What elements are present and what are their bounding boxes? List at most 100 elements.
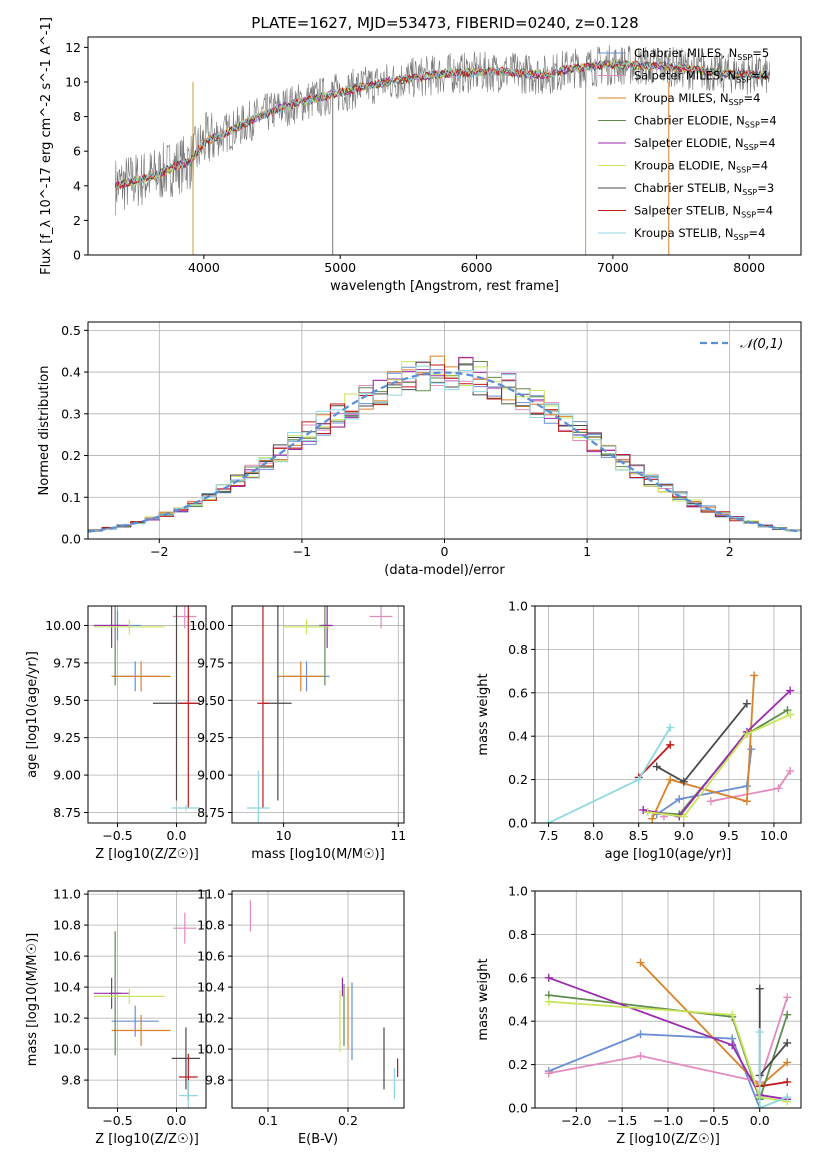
legend-sub: SSP — [744, 143, 759, 152]
panel-mass_vs_Z: −0.5 0.0 9.8 10.0 10.2 10.4 10.6 10.8 11.0 Z [log… — [25, 887, 207, 1147]
plot-area-mass_vs_ebv — [249, 900, 399, 1099]
series-marker — [786, 686, 795, 695]
plot-area-spectrum — [114, 44, 770, 255]
legend-label: 𝒩(0,1) — [740, 337, 783, 352]
axes-frame — [534, 605, 802, 824]
series-marker — [634, 775, 643, 784]
y-tick-label: 10.4 — [197, 980, 225, 995]
y-tick-label: 9.75 — [197, 655, 225, 670]
series-marker — [652, 762, 661, 771]
x-axis-label: Z [log10(Z/Z☉)] — [616, 1132, 720, 1147]
legend-nssp-value: =4 — [760, 114, 777, 128]
y-axis-label: mass [log10(M/M☉)] — [25, 933, 40, 1066]
legend-label: Kroupa STELIB, NSSP=4 — [634, 226, 765, 242]
series-line — [758, 1032, 788, 1108]
y-tick-label: 0.0 — [508, 816, 528, 831]
axes-frame — [231, 605, 405, 824]
y-axis-label: age [log10(age/yr)] — [25, 651, 40, 778]
x-tick-label: −1.0 — [653, 1113, 683, 1128]
series-marker — [728, 1041, 737, 1050]
y-tick-label: 0.6 — [508, 970, 528, 985]
y-tick-label: 4 — [73, 178, 81, 193]
series-marker — [783, 1077, 792, 1086]
y-tick-label: 8 — [73, 109, 81, 124]
y-tick-label: 9.00 — [53, 768, 81, 783]
panel-age_vs_mass: 10 11 8.75 9.00 9.25 9.50 9.75 10.00 mass [log10… — [189, 605, 406, 862]
legend-sub: SSP — [736, 76, 751, 85]
x-tick-label: 0.0 — [750, 1113, 770, 1128]
legend-name: Chabrier MILES, N — [634, 46, 737, 60]
y-tick-label: 10.2 — [53, 1011, 81, 1026]
x-tick-label: −0.5 — [102, 1113, 132, 1128]
x-tick-label: 0 — [441, 544, 449, 559]
x-tick-label: 8.5 — [629, 828, 649, 843]
x-tick-label: 11 — [390, 828, 406, 843]
legend-sub: SSP — [741, 211, 756, 220]
legend-nssp-value: =4 — [756, 204, 773, 218]
y-tick-label: 0.0 — [508, 1101, 528, 1116]
legend-label: Chabrier ELODIE, NSSP=4 — [634, 114, 777, 130]
y-tick-label: 11.0 — [197, 887, 225, 902]
y-tick-label: 0.2 — [508, 1057, 528, 1072]
y-axis-label: Flux [f_λ 10^-17 erg cm^-2 s^-1 A^-1] — [39, 17, 54, 275]
plot-area-age_vs_mass — [246, 606, 393, 823]
y-tick-label: 10.0 — [53, 1042, 81, 1057]
y-tick-label: 9.75 — [53, 655, 81, 670]
y-tick-label: 10.00 — [189, 618, 225, 633]
spectrum-model-line — [114, 60, 770, 191]
series-marker — [755, 1028, 764, 1037]
legend-name: Salpeter MILES, N — [634, 69, 736, 83]
series-marker — [783, 993, 792, 1002]
series-marker — [679, 812, 688, 821]
series-line — [759, 1081, 788, 1088]
legend-name: Kroupa STELIB, N — [634, 226, 734, 240]
x-tick-label: −1 — [293, 544, 311, 559]
x-tick-label: −2 — [150, 544, 168, 559]
y-tick-label: 0.3 — [61, 406, 81, 421]
series-marker — [728, 1010, 737, 1019]
panel-residuals: −2 −1 0 1 2 0.0 0.1 0.2 0.3 0.4 0.5 (data-model)/er… — [37, 321, 802, 578]
series-marker — [544, 997, 553, 1006]
y-tick-label: 10.0 — [197, 1042, 225, 1057]
series-marker — [544, 1069, 553, 1078]
legend-sub: SSP — [729, 98, 744, 107]
legend-nssp-value: =4 — [744, 91, 761, 105]
legend-name: Salpeter STELIB, N — [634, 204, 741, 218]
series-marker — [666, 740, 675, 749]
x-tick-label: 8.0 — [584, 828, 604, 843]
series-marker — [742, 797, 751, 806]
legend-sub: SSP — [737, 53, 752, 62]
x-tick-label: 10.0 — [760, 828, 788, 843]
plot-layer: 4000 5000 6000 7000 8000024681012wavelength … — [25, 17, 802, 1147]
x-tick-label: 7.5 — [539, 828, 559, 843]
legend-nssp-value: =4 — [759, 136, 776, 150]
y-tick-label: 9.25 — [53, 730, 81, 745]
y-tick-label: 2 — [73, 213, 81, 228]
y-tick-label: 10.6 — [53, 949, 81, 964]
normal-curve — [88, 371, 801, 533]
y-tick-label: 0.5 — [61, 323, 81, 338]
legend-nssp-value: =4 — [749, 226, 766, 240]
x-axis-label: Z [log10(Z/Z☉)] — [95, 1132, 199, 1147]
y-tick-label: 8.75 — [53, 805, 81, 820]
y-tick-label: 10.4 — [53, 980, 81, 995]
series-marker — [774, 784, 783, 793]
series-line — [643, 689, 791, 818]
x-axis-label: Z [log10(Z/Z☉)] — [95, 847, 199, 862]
plot-area-massweight_vs_age — [544, 671, 795, 823]
series-marker — [783, 706, 792, 715]
series-marker — [666, 775, 675, 784]
y-tick-label: 10.8 — [197, 918, 225, 933]
series-marker — [544, 819, 553, 823]
y-axis-label: mass weight — [476, 673, 491, 755]
y-tick-label: 12 — [65, 40, 81, 55]
legend-name: Salpeter ELODIE, N — [634, 136, 744, 150]
y-tick-label: 0 — [73, 248, 81, 263]
series-marker — [786, 710, 795, 719]
legend-label: Salpeter ELODIE, NSSP=4 — [634, 136, 776, 152]
x-tick-label: 6000 — [461, 260, 493, 275]
y-tick-label: 0.2 — [508, 772, 528, 787]
x-tick-label: 0.2 — [338, 1113, 358, 1128]
x-axis-label: wavelength [Angstrom, rest frame] — [330, 279, 559, 294]
